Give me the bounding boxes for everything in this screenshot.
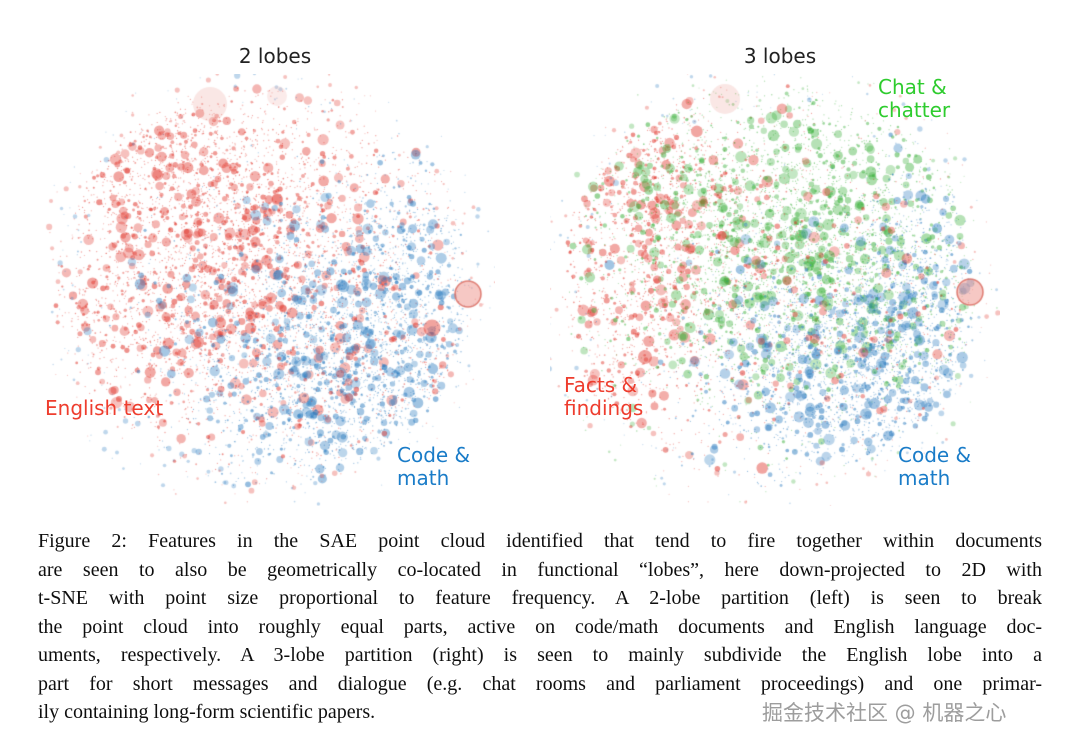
- caption-line: Figure 2: Features in the SAE point clou…: [38, 530, 1042, 552]
- caption-line: ily containing long-form scientific pape…: [38, 701, 376, 723]
- label-english-text: English text: [45, 396, 164, 420]
- label-facts-findings: Facts & findings: [564, 373, 644, 420]
- figure-caption: Figure 2: Features in the SAE point clou…: [38, 527, 1042, 727]
- label-chat-chatter: Chat & chatter: [878, 75, 951, 122]
- label-code-math-left: Code & math: [397, 443, 471, 490]
- plot-2-lobes: 2 lobes English text Code & math: [45, 40, 505, 520]
- label-code-math-right: Code & math: [898, 443, 972, 490]
- scatter-canvas-2-lobes: [45, 74, 495, 506]
- caption-line: the point cloud into roughly equal parts…: [38, 615, 1042, 638]
- scatter-canvas-3-lobes: [550, 74, 1000, 506]
- plot-3-lobes-title: 3 lobes: [743, 44, 817, 68]
- caption-line: t-SNE with point size proportional to fe…: [38, 587, 1042, 609]
- caption-line: part for short messages and dialogue (e.…: [38, 672, 1042, 695]
- plot-3-lobes: 3 lobes Facts & findings Chat & chatter …: [550, 40, 1010, 520]
- plot-2-lobes-title: 2 lobes: [238, 44, 312, 68]
- caption-line: are seen to also be geometrically co-loc…: [38, 558, 1042, 581]
- caption-line: uments, respectively. A 3-lobe partition…: [38, 644, 1042, 666]
- watermark: 掘金技术社区 @ 机器之心: [762, 701, 1007, 725]
